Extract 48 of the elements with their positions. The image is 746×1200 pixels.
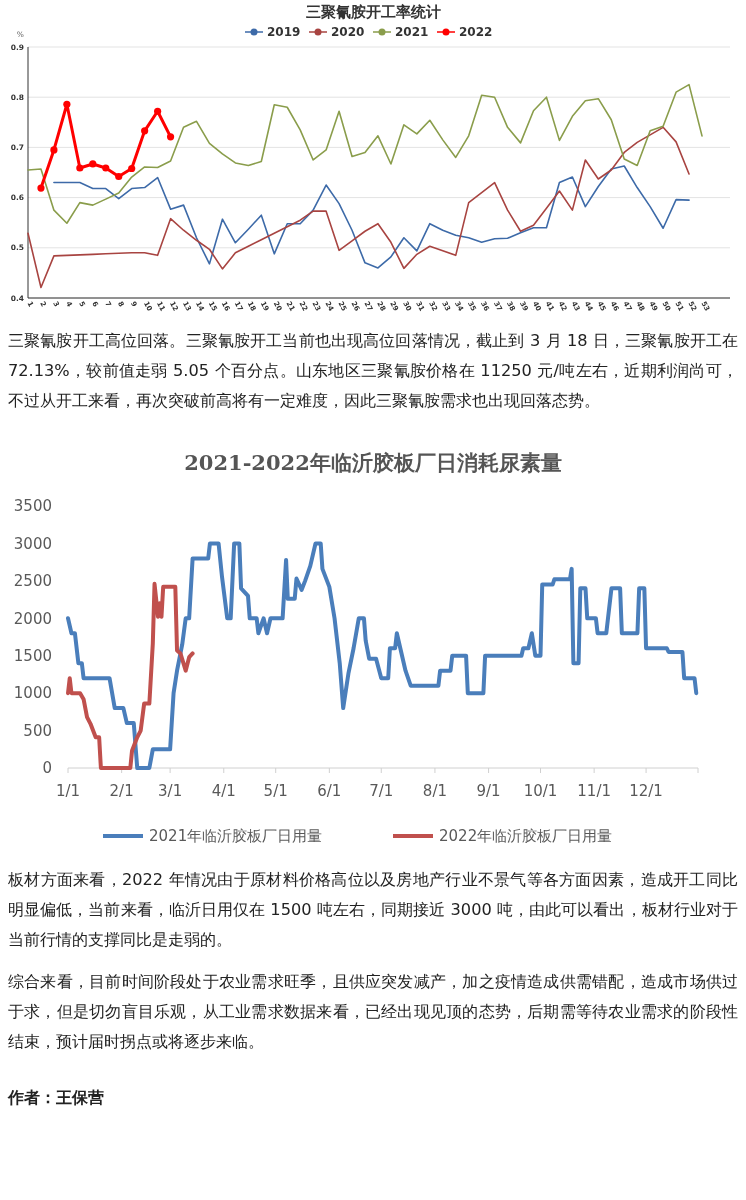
point xyxy=(102,164,110,172)
point xyxy=(50,146,58,154)
line-series xyxy=(27,83,703,224)
y-tick-label: 1500 xyxy=(13,646,52,665)
line-series xyxy=(53,165,690,269)
text: 板材方面来看，2022 年情况由于原材料价格高位以及房地产行业不景气等各方面因素，造成开工同比明显偏低，当前来看，临沂日用仅在 1500 吨左右，同期接近 3000 吨，由此可以看出，板材行业对于当前行情的支撑同比是走弱的。 xyxy=(8,869,738,951)
y-tick-label: 500 xyxy=(23,721,52,740)
point xyxy=(166,133,175,141)
point xyxy=(154,107,162,115)
x-tick-label: 4/1 xyxy=(211,782,236,800)
x-tick-label: 3/1 xyxy=(158,782,183,800)
x-tick-label: 9/1 xyxy=(476,782,501,800)
x-tick-label: 5/1 xyxy=(263,782,288,800)
text: 三聚氰胺开工高位回落。三聚氰胺开工当前也出现高位回落情况，截止到 3 月 18 日，三聚氰胺开工在 72.13%，较前值走弱 5.05 个百分点。山东地区三聚氰胺价格在 11250 元/吨左右，近期利润尚可，不过从开工来看，再次突破前高将有一定难度，因此三聚氰胺需求也出现回落态势。 xyxy=(8,330,738,412)
x-tick-label: 12/1 xyxy=(629,782,663,800)
line-series xyxy=(66,541,699,770)
legend-label: 2022年临沂胶板厂日用量 xyxy=(439,827,613,846)
line-series xyxy=(66,581,195,770)
point xyxy=(63,100,71,108)
point xyxy=(37,184,45,192)
y-tick-label: 1000 xyxy=(13,684,52,703)
y-tick-label: 2000 xyxy=(13,609,52,628)
x-tick-label: 11/1 xyxy=(577,782,611,800)
y-tick-label: 3000 xyxy=(13,534,52,553)
x-tick-label: 1/1 xyxy=(55,782,81,800)
x-tick-label: 7/1 xyxy=(369,782,394,800)
chart-title: 2021-2022年临沂胶板厂日消耗尿素量 xyxy=(184,450,562,475)
legend-label: 2019 xyxy=(267,25,301,40)
point xyxy=(115,172,123,181)
point xyxy=(89,160,97,168)
x-tick-label: 10/1 xyxy=(523,782,558,800)
legend-label: 2022 xyxy=(459,25,493,40)
legend-label: 2021 xyxy=(395,25,429,40)
point xyxy=(141,127,149,135)
line-series xyxy=(27,126,690,289)
x-tick-label: 6/1 xyxy=(317,782,342,800)
chart-title: 三聚氰胺开工率统计 xyxy=(305,3,441,21)
y-tick-label: 3500 xyxy=(13,497,52,516)
x-tick-label: 2/1 xyxy=(109,782,134,800)
text: 作者：王保营 xyxy=(8,1087,105,1109)
y-tick-label: 2500 xyxy=(13,572,52,591)
legend-label: 2021年临沂胶板厂日用量 xyxy=(149,827,323,846)
point xyxy=(76,164,84,172)
point xyxy=(128,164,136,173)
x-tick-label: 8/1 xyxy=(422,782,447,800)
legend-label: 2020 xyxy=(331,25,365,40)
text: 综合来看，目前时间阶段处于农业需求旺季，且供应突发减产，加之疫情造成供需错配，造成市场供过于求，但是切勿盲目乐观，从工业需求数据来看，已经出现见顶的态势，后期需等待农业需求的阶段性结束，预计届时拐点或将逐步来临。 xyxy=(8,971,738,1053)
y-tick-label: 0 xyxy=(42,759,52,778)
